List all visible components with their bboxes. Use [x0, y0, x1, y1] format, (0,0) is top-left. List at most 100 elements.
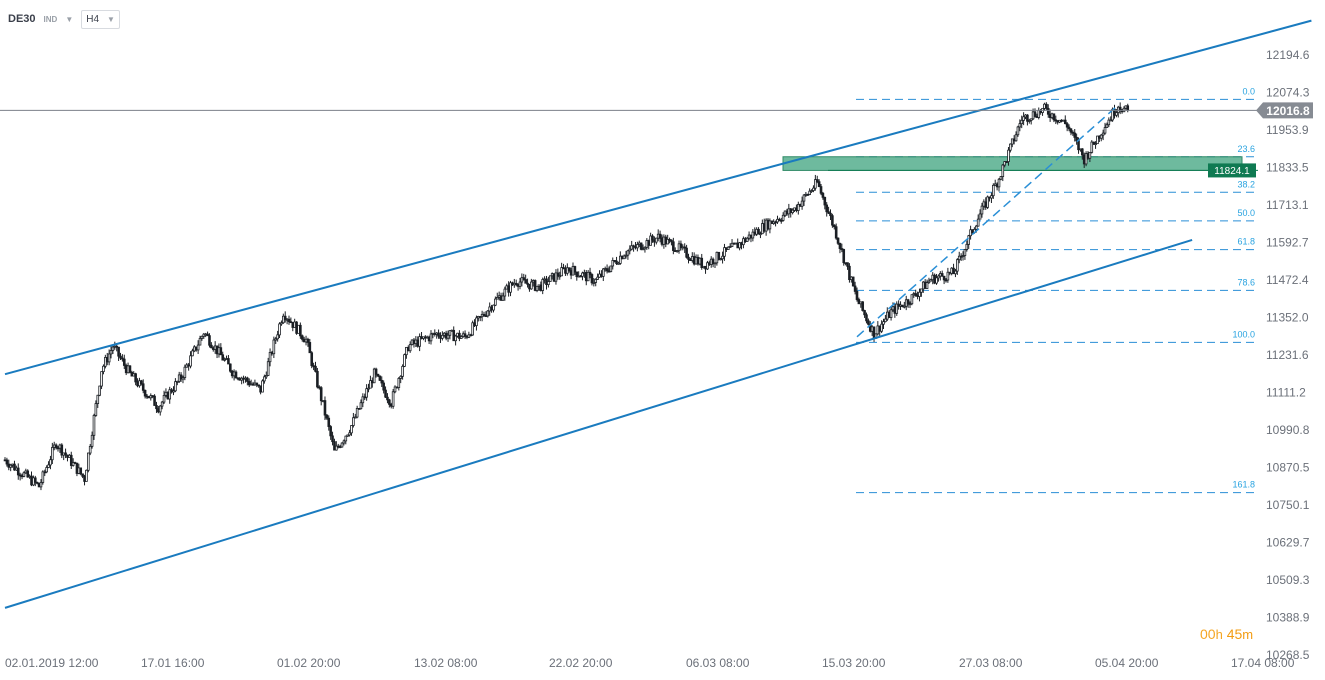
- countdown-minutes-unit: m: [1242, 627, 1254, 642]
- candle-body: [821, 192, 825, 198]
- candle-body: [974, 225, 978, 230]
- support-zone: 11824.1: [782, 156, 1258, 178]
- candle-body: [5, 459, 9, 465]
- candle-body: [51, 447, 54, 461]
- candle-body: [471, 322, 474, 336]
- support-zone-rect: [782, 156, 1243, 171]
- fib-level-label: 0.0: [1242, 86, 1255, 96]
- candle-body: [622, 255, 626, 260]
- candle-body: [376, 373, 380, 377]
- candle-body: [855, 291, 859, 300]
- candle-body: [263, 376, 266, 382]
- candle-body: [69, 454, 73, 466]
- candle-body: [906, 299, 910, 305]
- trendline-channel-bottom: [4, 238, 1193, 609]
- candle-body: [380, 379, 384, 384]
- candle-body: [181, 377, 185, 380]
- candle-body: [738, 242, 741, 249]
- x-tick-label: 05.04 20:00: [1095, 656, 1159, 670]
- x-tick-label: 27.03 08:00: [959, 656, 1023, 670]
- candle-body: [246, 377, 249, 382]
- x-tick-label: 15.03 20:00: [822, 656, 886, 670]
- x-tick-label: 02.01.2019 12:00: [5, 656, 99, 670]
- candle-body: [1126, 105, 1130, 111]
- symbol-label[interactable]: DE30: [8, 13, 36, 25]
- y-tick-label: 12074.3: [1266, 85, 1310, 99]
- y-tick-label: 11472.4: [1266, 273, 1309, 287]
- candle-body: [365, 388, 368, 398]
- candle-body: [619, 255, 622, 264]
- candle-body: [1094, 143, 1097, 146]
- candle-body: [1065, 123, 1069, 128]
- candle-body: [624, 254, 628, 257]
- y-tick-label: 12194.6: [1266, 48, 1310, 62]
- candle-body: [679, 243, 683, 248]
- candle-body: [96, 394, 100, 404]
- candle-body: [92, 415, 96, 436]
- candle-body: [889, 309, 893, 318]
- price-axis: 12194.6 12074.3 11953.9 11833.5 11713.1 11592…: [1266, 48, 1310, 662]
- candle-body: [495, 296, 499, 300]
- candle-body: [920, 288, 923, 293]
- countdown-minutes: 45: [1226, 626, 1243, 642]
- current-price-marker: 12016.8: [0, 102, 1313, 119]
- candle-body: [306, 338, 310, 343]
- fib-level-label: 38.2: [1237, 179, 1255, 189]
- candle-body: [1081, 148, 1084, 156]
- candle-body: [503, 288, 507, 297]
- candle-body: [22, 472, 26, 477]
- candle-body: [374, 368, 378, 375]
- candle-body: [935, 277, 938, 284]
- candle-body: [882, 321, 885, 325]
- candle-body: [1001, 164, 1005, 177]
- x-tick-label: 06.03 08:00: [686, 656, 750, 670]
- candle-body: [1077, 140, 1080, 151]
- candle-body: [675, 250, 679, 253]
- candle-body: [586, 271, 590, 282]
- candle-body: [369, 380, 372, 389]
- candle-body: [418, 336, 421, 347]
- candle-body: [452, 329, 456, 342]
- fibonacci-retracement: 0.0 23.6 38.2 50.0 61.8 78.6 100.0 161.8: [856, 86, 1258, 494]
- candle-body: [590, 274, 594, 284]
- timeframe-select[interactable]: H4 ▼: [81, 9, 120, 29]
- candle-body: [961, 255, 965, 257]
- candle-body: [956, 259, 959, 272]
- candle-body: [219, 347, 223, 356]
- candle-body: [189, 355, 192, 367]
- candle-body: [605, 268, 609, 272]
- candle-body: [210, 344, 213, 349]
- candle-body: [908, 303, 912, 306]
- candle-body: [745, 237, 749, 242]
- candle-body: [331, 435, 334, 443]
- symbol-dropdown-icon[interactable]: ▼: [65, 14, 74, 24]
- candle-body: [115, 345, 119, 348]
- candle-body: [601, 268, 605, 277]
- candle-body: [643, 246, 647, 250]
- candle-body: [81, 473, 84, 477]
- candle-body: [846, 262, 849, 267]
- candle-body: [721, 255, 724, 260]
- candle-body: [957, 255, 961, 261]
- candle-body: [1052, 113, 1056, 121]
- candle-body: [556, 272, 560, 277]
- y-tick-label: 10509.3: [1266, 573, 1310, 587]
- candle-body: [547, 281, 550, 286]
- candle-body: [384, 389, 387, 398]
- candle-body: [518, 281, 522, 287]
- y-tick-label: 11713.1: [1266, 198, 1309, 212]
- candle-body: [234, 371, 238, 379]
- candle-body: [838, 242, 842, 249]
- candle-body: [198, 338, 202, 346]
- candle-body: [350, 425, 353, 434]
- candle-body: [501, 295, 505, 301]
- current-price-tag: [1256, 102, 1313, 119]
- candle-body: [1063, 119, 1067, 125]
- countdown-hours: 00: [1200, 626, 1216, 642]
- candle-body: [937, 275, 940, 279]
- candle-body: [611, 260, 615, 267]
- candle-body: [942, 275, 946, 281]
- candle-body: [914, 293, 917, 296]
- candle-body: [208, 335, 211, 346]
